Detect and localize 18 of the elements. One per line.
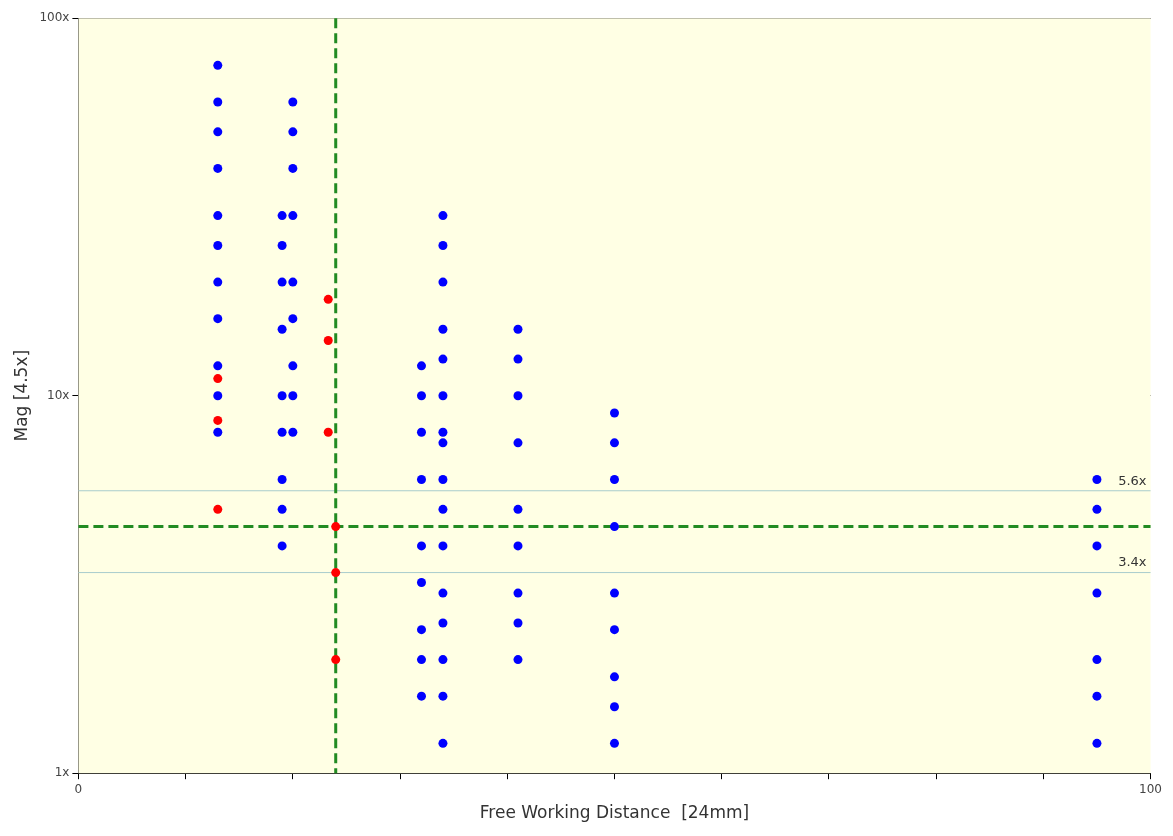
- y-tick-label: 10x: [47, 387, 70, 402]
- point: [331, 655, 341, 665]
- point: [213, 415, 223, 425]
- ref-line-label: 5.6x: [1118, 472, 1147, 488]
- point: [213, 504, 223, 514]
- point: [331, 522, 341, 532]
- y-axis-title: Mag [4.5x]: [10, 349, 31, 442]
- ref-line-label: 3.4x: [1118, 554, 1147, 570]
- x-tick-label: 100: [1139, 781, 1162, 796]
- y-tick-label: 1x: [54, 765, 70, 780]
- point: [323, 427, 333, 437]
- x-axis-title: Free Working Distance [24mm]: [479, 802, 750, 823]
- point: [213, 374, 223, 384]
- point: [323, 336, 333, 346]
- point: [331, 568, 341, 578]
- x-tick-label: 0: [74, 781, 83, 796]
- point: [323, 294, 333, 304]
- y-tick-label: 100x: [39, 10, 70, 25]
